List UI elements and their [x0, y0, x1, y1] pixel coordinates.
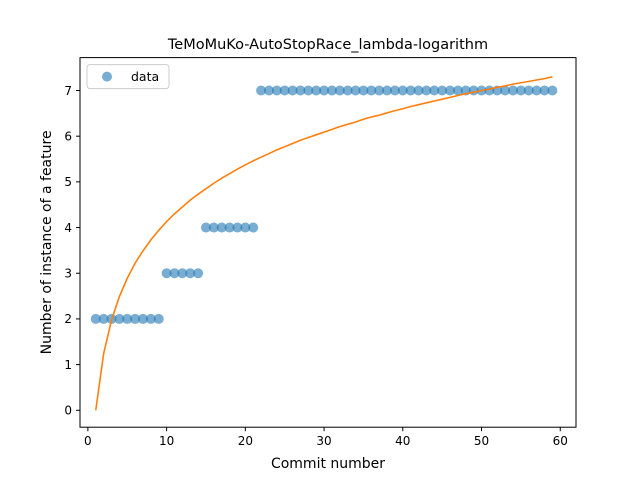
data-point	[98, 313, 109, 324]
data-point	[303, 85, 314, 96]
data-point	[295, 85, 306, 96]
x-axis-label: Commit number	[271, 456, 385, 472]
data-point	[334, 85, 345, 96]
y-tick-label: 1	[64, 358, 72, 372]
fit-line	[94, 76, 553, 411]
data-point	[240, 222, 251, 233]
y-tick-label: 3	[64, 267, 72, 281]
y-tick-label: 6	[64, 129, 72, 143]
data-point	[531, 85, 542, 96]
data-point	[224, 222, 235, 233]
data-point	[271, 85, 282, 96]
x-tick-label: 30	[316, 434, 331, 448]
data-point	[342, 85, 353, 96]
data-point	[374, 85, 385, 96]
data-point	[90, 313, 101, 324]
data-point	[216, 222, 227, 233]
data-point	[366, 85, 377, 96]
data-point	[256, 85, 267, 96]
data-point	[437, 85, 448, 96]
data-point	[429, 85, 440, 96]
data-point	[200, 222, 211, 233]
y-tick-label: 5	[64, 175, 72, 189]
data-point	[523, 85, 534, 96]
data-point	[263, 85, 274, 96]
data-point	[287, 85, 298, 96]
data-point	[114, 313, 125, 324]
tick-layer: 0 10 20 30 40 50 60 0 1 2 3 4 5 6 7	[64, 84, 568, 448]
data-point	[122, 313, 133, 324]
data-point	[382, 85, 393, 96]
data-point	[515, 85, 526, 96]
plot-layer	[90, 76, 558, 411]
data-point	[232, 222, 243, 233]
data-point	[169, 268, 180, 279]
data-point	[452, 85, 463, 96]
y-tick-label: 7	[64, 84, 72, 98]
axes-frame	[79, 57, 577, 428]
data-point	[421, 85, 432, 96]
x-tick-label: 60	[553, 434, 568, 448]
x-tick-label: 20	[238, 434, 253, 448]
data-point	[248, 222, 259, 233]
data-point	[547, 85, 558, 96]
data-point	[153, 313, 164, 324]
x-tick-label: 50	[474, 434, 489, 448]
data-point	[319, 85, 330, 96]
data-point	[350, 85, 361, 96]
data-point	[358, 85, 369, 96]
legend-box	[86, 64, 170, 90]
data-point	[137, 313, 148, 324]
x-tick-label: 0	[84, 434, 92, 448]
data-point	[279, 85, 290, 96]
data-point	[130, 313, 141, 324]
data-point	[145, 313, 156, 324]
y-tick-label: 2	[64, 312, 72, 326]
y-tick-label: 4	[64, 221, 72, 235]
data-point	[500, 85, 511, 96]
data-point	[508, 85, 519, 96]
data-point	[326, 85, 337, 96]
data-point	[389, 85, 400, 96]
legend-label-data: data	[131, 69, 159, 84]
data-point	[405, 85, 416, 96]
data-point	[539, 85, 550, 96]
data-point	[161, 268, 172, 279]
legend-marker	[102, 71, 112, 82]
data-point	[193, 268, 204, 279]
data-point	[177, 268, 188, 279]
data-point	[208, 222, 219, 233]
y-tick-label: 0	[64, 404, 72, 418]
x-tick-label: 10	[159, 434, 174, 448]
data-point	[413, 85, 424, 96]
y-axis-label: Number of instance of a feature	[39, 130, 55, 354]
data-point	[445, 85, 456, 96]
legend: data	[86, 64, 170, 90]
x-tick-label: 40	[395, 434, 410, 448]
data-point	[397, 85, 408, 96]
data-point	[311, 85, 322, 96]
chart-title: TeMoMuKo-AutoStopRace_lambda-logarithm	[167, 37, 488, 53]
data-point	[185, 268, 196, 279]
